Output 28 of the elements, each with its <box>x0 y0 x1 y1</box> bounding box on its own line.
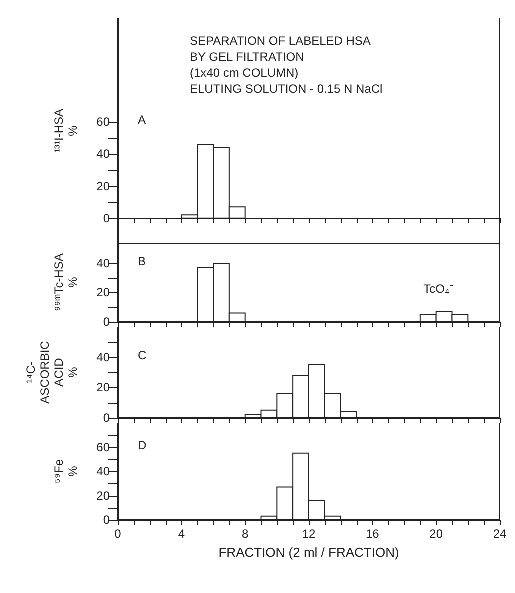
y-tick-label: 20 <box>96 380 110 395</box>
annotation: A <box>138 113 146 128</box>
y-tick-label: 20 <box>96 286 110 300</box>
annotation: TcO₄⁻ <box>424 282 454 296</box>
x-tick-label: 0 <box>114 527 122 541</box>
y-tick-label: 60 <box>96 440 110 454</box>
annotation: D <box>138 438 147 452</box>
y-tick-label: 40 <box>96 350 110 364</box>
x-tick-label: 8 <box>242 527 249 541</box>
y-axis-title: ⁹⁹ᵐTc-HSA % <box>52 254 80 312</box>
x-tick-label: 4 <box>178 527 186 541</box>
x-tick-label: 20 <box>430 527 444 541</box>
y-tick-label: 40 <box>96 464 110 478</box>
y-tick-label: 20 <box>96 179 110 194</box>
y-axis-title: ¹³¹I-HSA % <box>52 109 80 153</box>
text: SEPARATION OF LABELED HSA BY GEL FILTRATION (1x40 cm COLUMN) ELUTING SOLUTION - 0.15 N NaCl <box>190 34 383 96</box>
x-tick-label: 12 <box>302 527 316 541</box>
y-tick-label: 40 <box>96 256 110 270</box>
annotation: C <box>138 348 147 362</box>
annotation: B <box>138 254 146 268</box>
x-tick-label: 16 <box>366 527 380 541</box>
y-tick-label: 20 <box>96 488 110 503</box>
y-tick-label: 60 <box>96 115 110 130</box>
y-tick-label: 40 <box>96 147 110 162</box>
x-tick-label: 24 <box>493 527 507 541</box>
y-axis-title: ⁵⁹Fe % <box>52 459 80 484</box>
x-axis-title: FRACTION (2 ml / FRACTION) <box>218 545 400 560</box>
y-axis-title: ¹⁴C- ASCORBIC ACID % <box>24 340 80 404</box>
